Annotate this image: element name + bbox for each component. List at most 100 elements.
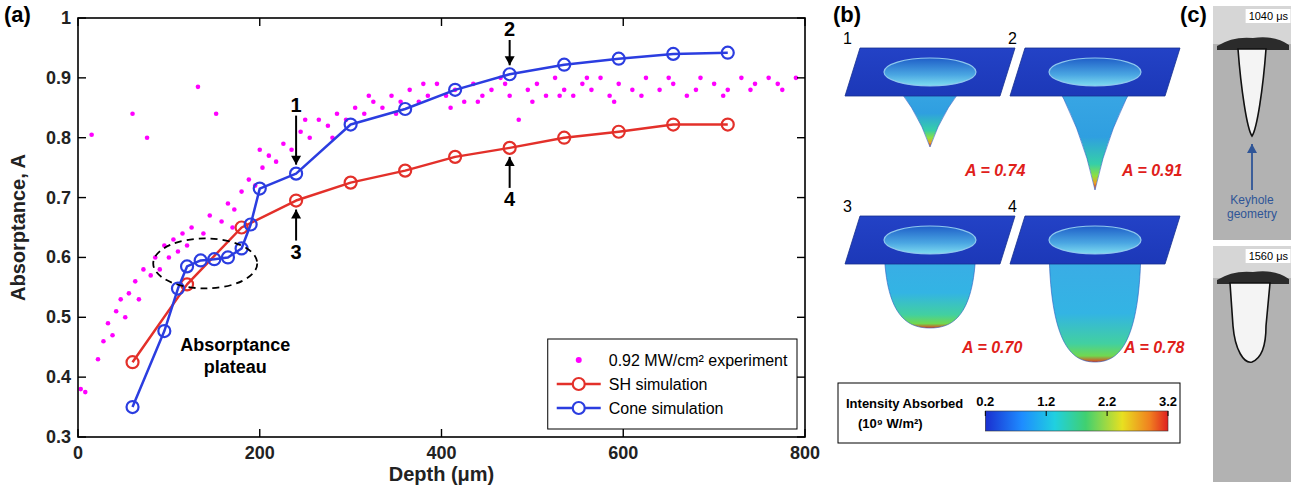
data-point [644,76,649,81]
surface-band [1217,37,1289,50]
y-tick-label: 0.7 [46,188,71,208]
annotation-line: Absorptance [180,335,290,355]
data-point [666,76,671,81]
data-point [421,82,426,87]
data-point [326,123,331,128]
data-point [775,82,780,87]
data-point [449,84,461,96]
legend-swatch [573,402,585,414]
colorbar-tick-label: 2.2 [1098,394,1116,409]
data-point [389,94,394,99]
absorptance-label: A = 0.74 [964,162,1025,179]
colorbar [985,411,1168,431]
colorbar-box [838,383,1180,443]
data-point [307,135,312,140]
x-tick-label: 200 [245,443,275,463]
legend: 0.92 MW/cm² experimentSH simulationCone … [548,339,797,429]
data-point [219,219,224,224]
data-point [448,105,453,110]
legend-label: Cone simulation [609,400,724,417]
data-point [254,183,266,195]
x-tick-label: 0 [73,443,83,463]
annotation-text: Absorptanceplateau [180,335,290,377]
keyhole-opening [1049,58,1141,86]
data-point [274,159,279,164]
y-tick-label: 0.8 [46,128,71,148]
data-point [157,267,162,272]
y-tick [797,137,805,138]
y-tick [797,17,805,18]
data-point [118,297,123,302]
data-point [78,387,83,392]
arrow-head [505,56,515,65]
data-point [281,141,286,146]
y-tick-label: 0.6 [46,247,71,267]
colorbar-tick-label: 0.2 [976,394,994,409]
data-point [260,165,265,170]
data-point [133,279,138,284]
data-point [83,390,88,395]
xray-frame [1213,6,1291,240]
data-point [489,88,494,93]
data-point [180,231,185,236]
annotation-text: 2 [504,18,515,40]
arrow-head [291,156,301,165]
keyhole-opening [884,226,976,254]
y-tick [797,197,805,198]
data-point [580,82,585,87]
time-label: 1560 μs [1249,250,1289,262]
surface-plane [1010,48,1180,96]
data-point [345,119,357,131]
data-point [399,103,411,115]
data-point [462,100,467,105]
data-point [335,111,340,116]
data-point [303,117,308,122]
absorptance-label: A = 0.70 [961,339,1022,356]
figure: (a)(b)(c)02004006008000.30.40.50.60.70.8… [0,0,1295,489]
data-point [612,100,617,105]
data-point [558,132,570,144]
y-tick [78,77,86,78]
data-point [267,153,272,158]
panel-label: (c) [1180,2,1207,27]
keyhole [845,216,1015,328]
data-point [371,100,376,105]
x-tick [804,429,805,437]
data-point [630,88,635,93]
annotation-line: plateau [204,357,267,377]
data-point [101,339,106,344]
data-point [530,100,535,105]
data-point [753,82,758,87]
data-point [290,195,302,207]
data-point [657,88,662,93]
x-tick-label: 600 [608,443,638,463]
data-point [257,147,262,152]
data-point [544,94,549,99]
x-axis-title: Depth (μm) [389,463,495,485]
data-point [449,151,461,163]
data-point [722,119,734,131]
annotation-line: Keyhole [1230,193,1274,207]
data-point [507,94,512,99]
data-point [725,88,730,93]
y-tick [78,197,86,198]
colorbar-tick-label: 1.2 [1037,394,1055,409]
data-point [558,59,570,71]
panel-label: (a) [4,2,31,27]
substrate [1213,246,1291,482]
data-point [557,94,562,99]
data-point [145,135,150,140]
y-tick [78,137,86,138]
colorbar-tick [1107,411,1108,416]
annotation-text: 3 [291,241,302,263]
absorptance-label: A = 0.78 [1123,339,1184,356]
x-tick [77,18,78,26]
keyhole-number: 1 [843,30,852,47]
data-point [114,309,119,314]
data-point [613,126,625,138]
y-tick [78,257,86,258]
y-tick [78,376,86,377]
data-point [226,201,231,206]
surface-plane [845,48,1015,96]
legend-swatch [573,378,585,390]
